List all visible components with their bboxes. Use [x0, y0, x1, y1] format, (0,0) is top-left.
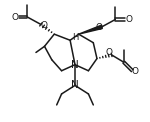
Text: O: O: [132, 67, 139, 76]
Text: N: N: [71, 80, 79, 90]
Text: N: N: [71, 60, 79, 70]
Text: O: O: [95, 23, 102, 32]
Text: O: O: [12, 13, 19, 22]
Polygon shape: [79, 25, 102, 34]
Text: H: H: [72, 33, 78, 42]
Text: O: O: [125, 15, 132, 24]
Text: O: O: [40, 20, 47, 30]
Text: O: O: [106, 48, 113, 57]
